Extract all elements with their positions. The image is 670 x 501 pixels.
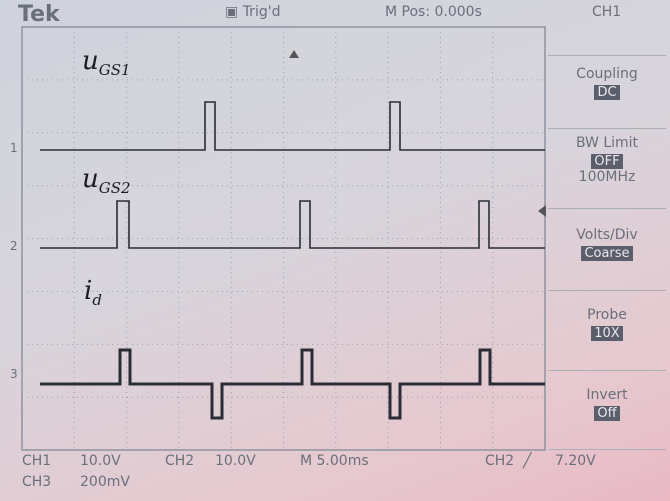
menu-item[interactable]: Invert Off [548,370,666,450]
menu-label: Coupling [576,66,638,82]
channel-marker: 1 [10,141,18,155]
grid [22,27,545,450]
menu-extra: 100MHz [578,169,636,185]
channel-marker: 3 [10,367,18,381]
menu-value: DC [594,85,620,100]
trace-label: uGS2 [82,164,131,197]
footer-ch1-scale: 10.0V [80,453,121,469]
menu-label: Invert [586,387,628,403]
trace-symbol: u [82,46,99,76]
footer-ch3: CH3 [22,474,52,490]
grid-border [21,26,546,451]
brand: Tek [18,2,60,27]
channel: CH1 [592,4,622,20]
channel-marker: 2 [10,239,18,253]
footer-trig-level: 7.20V [555,453,596,469]
footer-time: M 5.00ms [300,453,369,469]
trigger-status: ▣ Trig'd [225,4,281,20]
menu-value: OFF [591,154,623,169]
menu-value: Off [594,406,620,421]
footer-trig-source: CH2 [485,453,515,469]
menu-label: BW Limit [575,135,639,151]
trace-ch2 [40,200,545,249]
trace-symbol: i [84,276,93,306]
trigger-position [289,50,299,58]
menu-item[interactable]: Coupling DC [548,55,666,128]
menu-item[interactable]: Probe 10X [548,290,666,369]
menu-label: Volts/Div [576,227,638,243]
trace-symbol: u [82,164,99,194]
menu-item[interactable]: Volts/Div Coarse [548,208,666,289]
trace-ch1 [40,101,545,151]
menu-value: 10X [591,326,623,341]
trace-label: id [84,276,102,309]
footer-ch2-scale: 10.0V [215,453,256,469]
trace-sub: GS1 [98,61,131,80]
position: M Pos: 0.000s [385,4,482,20]
menu-value: Coarse [581,246,633,261]
menu-label: Probe [587,307,627,323]
trace-label: uGS1 [82,46,131,79]
trace-sub: GS2 [98,179,131,198]
trigger-text: Trig'd [242,4,281,20]
footer-ch3-scale: 200mV [80,474,130,490]
trace-ch3 [40,348,545,420]
trace-sub: d [92,291,102,310]
menu-item[interactable]: BW Limit OFF 100MHz [548,128,666,207]
footer-ch1: CH1 [22,453,52,469]
footer-ch2: CH2 [165,453,195,469]
footer-trig-slope: ╱ [523,453,532,469]
trigger-level [538,205,546,217]
